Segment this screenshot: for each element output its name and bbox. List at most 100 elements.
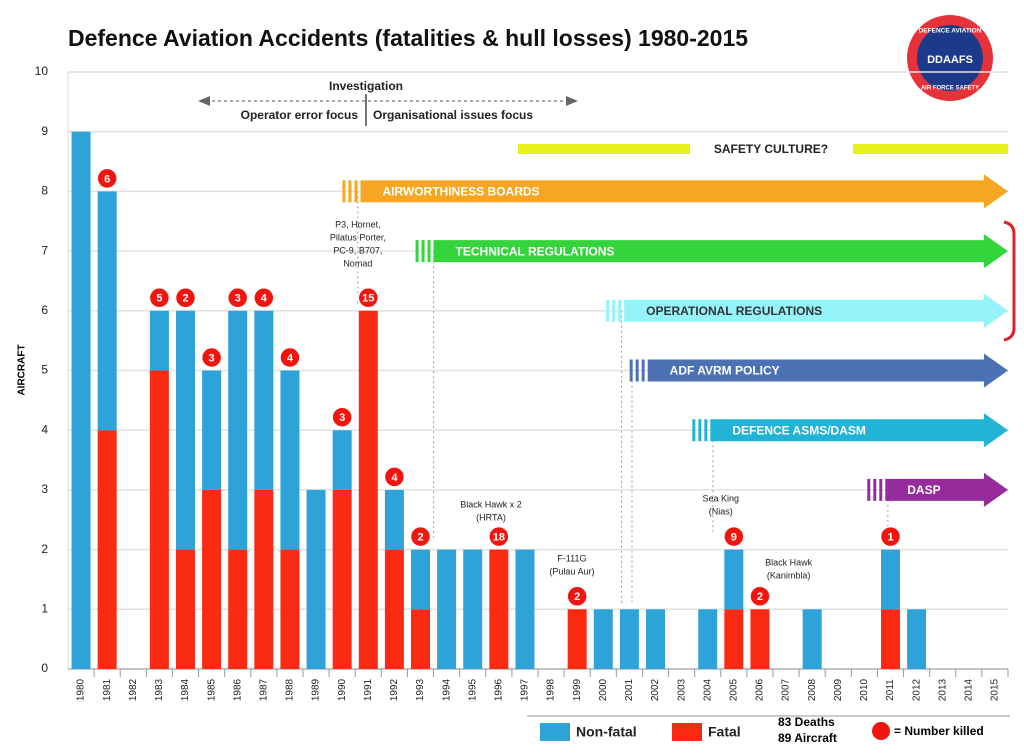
safety-bar <box>853 144 1008 154</box>
x-tick-label: 2008 <box>807 678 818 701</box>
logo-top: DEFENCE AVIATION <box>919 28 982 35</box>
program-stripe <box>704 419 708 442</box>
x-tick-label: 2003 <box>676 678 687 701</box>
death-badge <box>96 167 118 190</box>
investigation-right: Organisational issues focus <box>373 108 533 122</box>
program-stripe <box>612 299 616 322</box>
total-deaths: 83 Deaths <box>778 715 835 729</box>
event-note: P3, Hornet, <box>335 219 381 229</box>
event-note: (Pulau Aur) <box>549 566 594 576</box>
bar-segment <box>176 310 195 550</box>
program-stripe <box>342 180 346 203</box>
program-stripe <box>641 359 645 382</box>
death-count: 5 <box>156 293 162 305</box>
logo: DEFENCE AVIATION DDAAFS AIR FORCE SAFETY <box>907 15 993 101</box>
program-arrow <box>647 353 1008 388</box>
x-tick-label: 2000 <box>598 678 609 701</box>
death-badge <box>226 287 249 309</box>
program-stripe <box>879 478 883 501</box>
legend: Non-fatal Fatal <box>540 722 890 741</box>
x-tick-label: 1999 <box>572 678 583 701</box>
event-note: (Nias) <box>709 506 733 516</box>
bar-segment <box>881 609 900 669</box>
legend-note: = Number killed <box>894 724 984 738</box>
death-badge <box>279 346 301 369</box>
x-tick-label: 1990 <box>337 678 348 701</box>
program-stripe <box>354 180 358 203</box>
bar-segment <box>71 131 91 669</box>
program-label: ADF AVRM POLICY <box>670 364 780 378</box>
investigation-left: Operator error focus <box>241 108 359 122</box>
x-tick-label: 1996 <box>493 678 504 701</box>
death-count: 9 <box>731 532 737 544</box>
death-count: 3 <box>209 352 215 364</box>
death-badge <box>383 466 406 488</box>
safety-bar <box>518 144 690 154</box>
death-badge <box>174 287 197 309</box>
x-tick-label: 2010 <box>859 678 870 701</box>
event-note: Black Hawk <box>765 557 813 567</box>
bar-segment <box>646 609 665 669</box>
bar-segment <box>202 370 222 490</box>
program-stripe <box>629 359 633 382</box>
y-tick-label: 3 <box>41 482 48 496</box>
bar-segment <box>306 489 326 669</box>
death-badge <box>148 287 171 309</box>
x-tick-label: 1982 <box>128 678 139 701</box>
event-note: Black Hawk x 2 <box>460 499 522 509</box>
bar-segment <box>149 370 169 669</box>
death-badge <box>331 406 353 428</box>
bar-segment <box>176 549 195 669</box>
bracket <box>1003 220 1016 342</box>
arrowhead <box>566 96 578 106</box>
event-note: F-111G <box>557 553 586 563</box>
x-tick-label: 1983 <box>154 678 165 701</box>
program-label: AIRWORTHINESS BOARDS <box>382 185 539 199</box>
death-count: 18 <box>493 532 505 544</box>
bar-segment <box>280 370 300 550</box>
legend-badge <box>872 722 890 740</box>
bar-segment <box>907 609 927 669</box>
logo-name: DDAAFS <box>927 54 973 66</box>
total-aircraft: 89 Aircraft <box>778 731 837 745</box>
legend-label: Fatal <box>708 724 741 740</box>
program-label: DASP <box>907 483 940 497</box>
logo-center <box>917 25 983 91</box>
death-badge <box>488 525 510 548</box>
x-tick-label: 2011 <box>885 679 896 701</box>
death-badge <box>566 585 588 608</box>
program-stripe <box>618 299 622 322</box>
y-tick-label: 2 <box>41 542 48 556</box>
death-count: 15 <box>362 293 374 305</box>
x-tick-label: 2006 <box>755 678 766 701</box>
arrowhead <box>198 96 210 106</box>
event-note: Sea King <box>703 493 740 503</box>
death-badge <box>879 525 902 548</box>
y-tick-label: 5 <box>41 363 48 377</box>
program-stripe <box>427 240 431 263</box>
bar-segment <box>724 549 744 610</box>
x-tick-label: 1984 <box>180 678 191 701</box>
x-tick-label: 2002 <box>650 678 661 701</box>
program-arrow <box>624 293 1008 328</box>
bar-segment <box>567 609 587 669</box>
x-tick-label: 2012 <box>911 678 922 701</box>
y-tick-label: 8 <box>41 184 48 198</box>
death-count: 4 <box>261 293 268 305</box>
x-tick-label: 2014 <box>963 678 974 701</box>
death-badge <box>357 287 380 309</box>
legend-swatch <box>540 723 570 741</box>
x-tick-label: 2001 <box>624 678 635 701</box>
program-stripe <box>421 240 425 263</box>
x-tick-label: 1991 <box>363 678 374 701</box>
x-tick-label: 1989 <box>311 678 322 701</box>
bar-segment <box>280 549 300 669</box>
bar-segment <box>384 489 404 550</box>
program-arrow <box>885 472 1008 507</box>
bar-segment <box>619 609 639 669</box>
y-tick-label: 7 <box>41 243 48 257</box>
death-count: 4 <box>287 352 294 364</box>
program-stripe <box>415 240 419 263</box>
x-tick-label: 1988 <box>285 678 296 701</box>
bar-segment <box>254 310 274 490</box>
